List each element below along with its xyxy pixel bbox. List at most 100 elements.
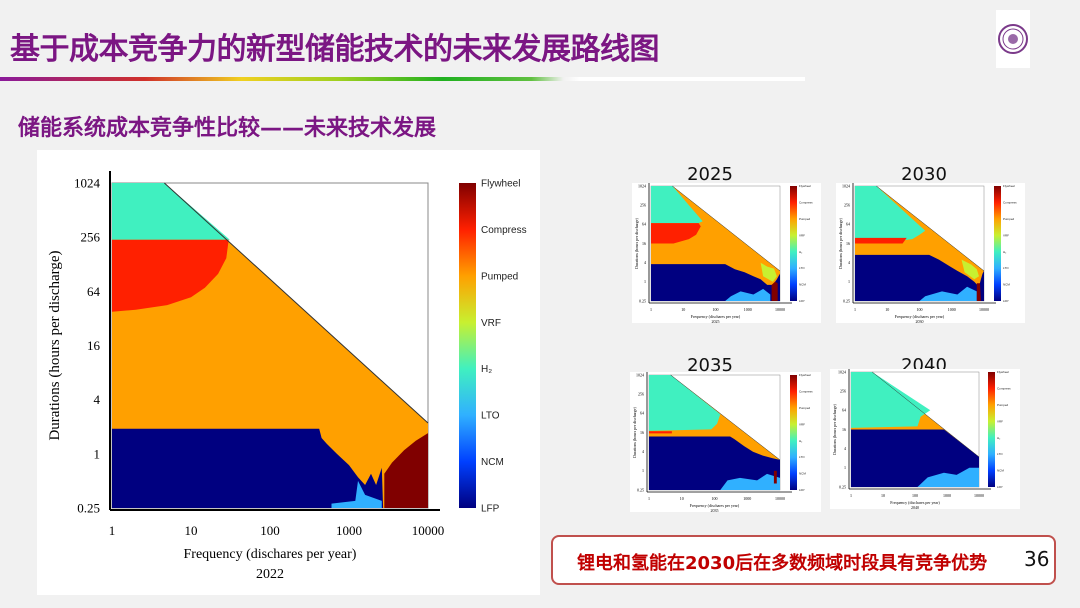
x-axis-label: Frequency (dischares per year) [895,314,945,319]
university-seal-logo [996,10,1030,68]
feasibility-boundary [876,185,985,272]
y-tick-label: 64 [640,411,644,416]
y-tick-label: 4 [644,260,646,265]
x-tick-label: 10 [885,307,889,312]
x-tick-label: 10000 [412,523,445,538]
region-lfp [112,428,384,508]
colorbar-label: Pumped [481,271,518,282]
y-tick-label: 1 [644,279,646,284]
colorbar-label: NCM [481,457,504,468]
region-lfp [851,429,979,487]
y-tick-label: 0.25 [637,487,644,492]
x-tick-label: 1000 [744,307,752,312]
colorbar-label: H₂ [799,439,803,443]
region-flywheel [384,433,428,508]
x-tick-label: 1 [854,307,856,312]
region-h2 [851,372,931,428]
colorbar [459,183,476,508]
x-tick-label: 100 [917,307,923,312]
colorbar-label: NCM [799,472,806,476]
x-tick-label: 10000 [775,496,785,501]
region-vrf [961,259,979,280]
colorbar-label: LFP [1003,299,1009,303]
heatmap-svg: 1 10 100 1000 10000 1024 256 64 16 4 1 0.25 Frequenc… [838,174,1017,324]
x-axis-label: Frequency (dischares per year) [184,547,357,562]
feasibility-boundary [872,371,980,458]
year-label-2025: 2025 [687,164,733,185]
colorbar [988,372,995,487]
chart-2035: 1 10 100 1000 10000 1024 256 64 16 4 1 0.25 Frequenc… [630,363,821,513]
region-lto [917,467,979,487]
region-lfp [649,436,780,490]
page-number: 36 [1024,547,1050,571]
x-tick-label: 100 [712,496,718,501]
chart-year-label: 2022 [256,567,284,582]
year-label-2030: 2030 [901,164,947,185]
seal-icon [998,24,1028,54]
x-axis-label: Frequency (dischares per year) [890,500,940,505]
colorbar-label: LFP [997,485,1003,489]
colorbar-label: Pumped [799,217,811,221]
region-lfp [855,254,984,301]
x-tick-label: 10 [881,493,885,498]
region-flywheel [773,470,777,484]
heatmap-svg: 1 10 100 1000 10000 1024 256 64 16 4 1 0.25 Frequenc… [832,360,1011,510]
x-tick-label: 10 [680,496,684,501]
colorbar-label: VRF [481,318,501,329]
y-tick-label: 256 [844,203,850,208]
y-tick-label: 256 [640,203,646,208]
x-tick-label: 1 [850,493,852,498]
colorbar [790,186,797,301]
x-tick-label: 1000 [336,523,362,538]
y-tick-label: 256 [81,230,101,245]
region-flywheel [771,281,778,301]
x-axis-label: Frequency (dischares per year) [690,503,740,508]
x-tick-label: 100 [912,493,918,498]
y-tick-label: 16 [640,430,644,435]
colorbar-label: H₂ [1003,250,1007,254]
y-tick-label: 4 [848,260,850,265]
heatmap-svg: 1 10 100 1000 10000 1024 256 64 16 4 1 0.25 Frequenc… [634,174,813,324]
feasibility-boundary [164,182,429,424]
y-axis-label: Durations (hours per discharge) [47,250,63,440]
region-h2 [112,183,230,240]
heatmap-svg: 1 10 100 1000 10000 1024 256 64 16 4 1 0.25 Frequenc… [632,363,813,513]
x-tick-label: 100 [713,307,719,312]
y-tick-label: 1024 [74,176,101,191]
y-tick-label: 1 [848,279,850,284]
y-tick-label: 16 [87,338,101,353]
colorbar [994,186,1001,301]
region-flywheel [976,283,981,301]
region-h2 [651,186,703,224]
x-tick-label: 1 [650,307,652,312]
colorbar-label: Pumped [799,406,811,410]
y-tick-label: 64 [87,284,101,299]
region-compress [651,223,701,244]
y-tick-label: 64 [846,222,850,227]
y-tick-label: 1024 [638,183,646,188]
colorbar-label: LFP [799,488,805,492]
region-compress [649,431,672,434]
x-tick-label: 1 [648,496,650,501]
colorbar-label: LTO [799,455,805,459]
x-tick-label: 1000 [743,496,751,501]
slide-title: 基于成本竞争力的新型储能技术的未来发展路线图 [10,32,660,67]
y-tick-label: 4 [844,446,846,451]
colorbar-label: LTO [481,411,500,422]
region-lto [331,480,382,508]
y-tick-label: 1024 [838,369,846,374]
region-compress [855,237,907,244]
heatmap-svg: 1 10 100 1000 10000 1024 256 64 16 4 1 0.25 Frequenc… [47,171,527,582]
y-tick-label: 0.25 [839,484,846,489]
y-tick-label: 4 [94,392,101,407]
x-tick-label: 10 [681,307,685,312]
region-lto [720,473,780,490]
colorbar-label: Flywheel [799,184,811,188]
y-tick-label: 1 [94,446,101,461]
y-tick-label: 1 [642,468,644,473]
colorbar-label: H₂ [481,364,492,375]
y-tick-label: 16 [846,241,850,246]
y-tick-label: 0.25 [77,501,100,516]
y-axis-label: Durations (hours per discharge) [634,217,639,268]
region-h2 [649,375,721,431]
